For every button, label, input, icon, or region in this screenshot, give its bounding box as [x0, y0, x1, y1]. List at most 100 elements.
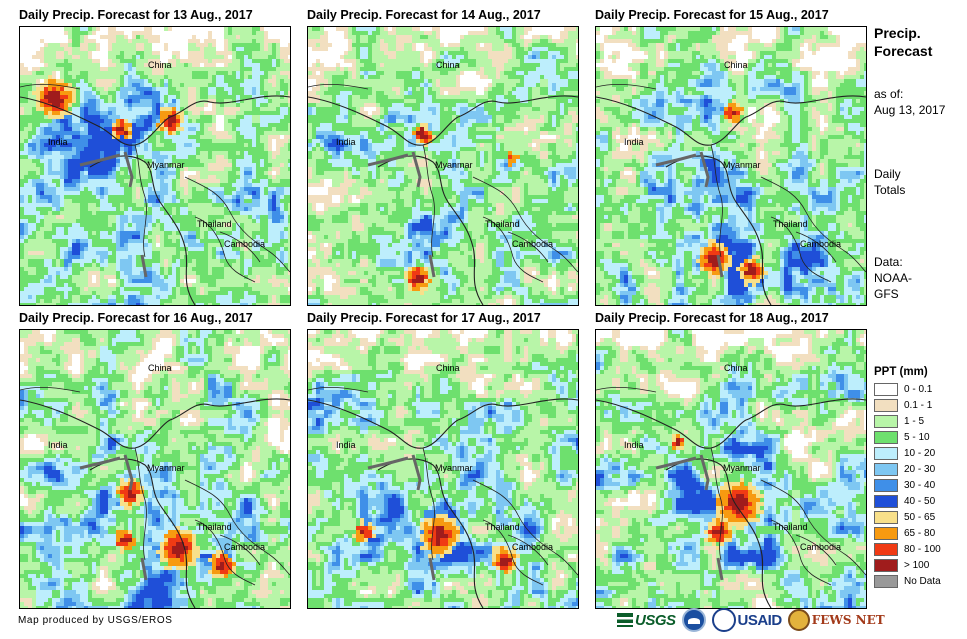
- country-label-india: India: [624, 137, 644, 147]
- legend-swatch: [874, 462, 898, 476]
- precip-map: China India Myanmar Thailand Cambodia: [307, 329, 579, 609]
- legend-label: 40 - 50: [904, 496, 935, 507]
- fews-emblem-icon: [787, 609, 810, 631]
- border-line: [184, 176, 290, 273]
- legend-swatch: [874, 494, 898, 508]
- forecast-panel-14aug: Daily Precip. Forecast for 14 Aug., 2017…: [307, 6, 579, 306]
- border-line: [377, 155, 484, 305]
- border-line: [596, 386, 657, 393]
- country-label-cambodia: Cambodia: [224, 542, 265, 552]
- precip-map: China India Myanmar Thailand Cambodia: [595, 329, 867, 609]
- border-line: [308, 398, 578, 449]
- legend-label: 80 - 100: [904, 544, 941, 555]
- map-credit: Map produced by USGS/EROS: [18, 615, 173, 626]
- border-line: [665, 458, 772, 608]
- no-data-strip: [367, 153, 409, 167]
- data-source-line2: GFS: [874, 286, 912, 302]
- border-line: [184, 479, 290, 576]
- no-data-strip: [699, 454, 710, 491]
- precip-legend: PPT (mm) 0 - 0.1 0.1 - 1 1 - 5 5 - 10 10 - 2…: [874, 366, 966, 589]
- no-data-strip: [79, 153, 121, 167]
- legend-swatch: [874, 542, 898, 556]
- border-line: [760, 479, 866, 576]
- info-title: Precip. Forecast: [874, 24, 932, 60]
- precip-grid: [596, 27, 866, 305]
- info-title-line1: Precip.: [874, 24, 932, 42]
- legend-swatch: [874, 398, 898, 412]
- border-line: [194, 216, 256, 283]
- no-data-strip: [411, 454, 422, 491]
- country-label-cambodia: Cambodia: [800, 542, 841, 552]
- border-line: [20, 83, 81, 90]
- country-label-india: India: [624, 440, 644, 450]
- border-line: [482, 216, 544, 283]
- legend-swatch: [874, 430, 898, 444]
- legend-swatch: [874, 558, 898, 572]
- border-line: [20, 398, 290, 449]
- border-line: [308, 95, 578, 146]
- border-line: [219, 534, 261, 566]
- no-data-strip: [716, 254, 724, 278]
- precip-map: China India Myanmar Thailand Cambodia: [19, 329, 291, 609]
- border-line: [422, 447, 435, 561]
- panel-title: Daily Precip. Forecast for 18 Aug., 2017: [595, 309, 867, 327]
- country-label-thailand: Thailand: [485, 522, 520, 532]
- totals-note: Daily Totals: [874, 166, 905, 198]
- border-line: [596, 83, 657, 90]
- country-label-china: China: [436, 363, 460, 373]
- panel-title: Daily Precip. Forecast for 16 Aug., 2017: [19, 309, 291, 327]
- legend-label: 20 - 30: [904, 464, 935, 475]
- fews-net-logo: FEWS NET: [787, 606, 885, 634]
- totals-line1: Daily: [874, 166, 905, 182]
- legend-item: 65 - 80: [874, 525, 966, 541]
- data-source-line1: NOAA-: [874, 270, 912, 286]
- legend-item: 20 - 30: [874, 461, 966, 477]
- no-data-strip: [428, 254, 436, 278]
- usgs-logo: USGS: [617, 606, 676, 634]
- data-source: Data: NOAA- GFS: [874, 254, 912, 302]
- no-data-strip: [716, 557, 724, 581]
- border-line: [760, 176, 866, 273]
- border-line: [482, 519, 544, 586]
- border-line: [219, 231, 261, 263]
- no-data-strip: [123, 151, 134, 188]
- legend-items: 0 - 0.1 0.1 - 1 1 - 5 5 - 10 10 - 20 20 - 30 3…: [874, 381, 966, 589]
- legend-item: 1 - 5: [874, 413, 966, 429]
- border-line: [795, 534, 837, 566]
- legend-swatch: [874, 574, 898, 588]
- legend-item: 30 - 40: [874, 477, 966, 493]
- precip-grid: [308, 27, 578, 305]
- border-line: [194, 519, 256, 586]
- legend-item: 50 - 65: [874, 509, 966, 525]
- border-line: [308, 83, 369, 90]
- legend-swatch: [874, 382, 898, 396]
- data-source-label: Data:: [874, 254, 912, 270]
- info-title-line2: Forecast: [874, 42, 932, 60]
- border-line: [134, 447, 147, 561]
- legend-label: No Data: [904, 576, 941, 587]
- border-line: [472, 176, 578, 273]
- country-label-cambodia: Cambodia: [512, 542, 553, 552]
- precip-map: China India Myanmar Thailand Cambodia: [19, 26, 291, 306]
- country-label-india: India: [336, 440, 356, 450]
- country-label-cambodia: Cambodia: [512, 239, 553, 249]
- legend-swatch: [874, 510, 898, 524]
- as-of-date: Aug 13, 2017: [874, 102, 945, 118]
- no-data-strip: [428, 557, 436, 581]
- legend-label: 10 - 20: [904, 448, 935, 459]
- border-line: [770, 216, 832, 283]
- country-label-thailand: Thailand: [197, 219, 232, 229]
- no-data-strip: [79, 456, 121, 470]
- country-label-india: India: [48, 440, 68, 450]
- country-label-thailand: Thailand: [773, 219, 808, 229]
- forecast-panel-18aug: Daily Precip. Forecast for 18 Aug., 2017…: [595, 309, 867, 609]
- forecast-panel-17aug: Daily Precip. Forecast for 17 Aug., 2017…: [307, 309, 579, 609]
- country-label-myanmar: Myanmar: [435, 160, 473, 170]
- country-label-india: India: [336, 137, 356, 147]
- legend-label: > 100: [904, 560, 929, 571]
- legend-item: 40 - 50: [874, 493, 966, 509]
- country-label-india: India: [48, 137, 68, 147]
- border-line: [710, 447, 723, 561]
- border-line: [795, 231, 837, 263]
- country-label-cambodia: Cambodia: [224, 239, 265, 249]
